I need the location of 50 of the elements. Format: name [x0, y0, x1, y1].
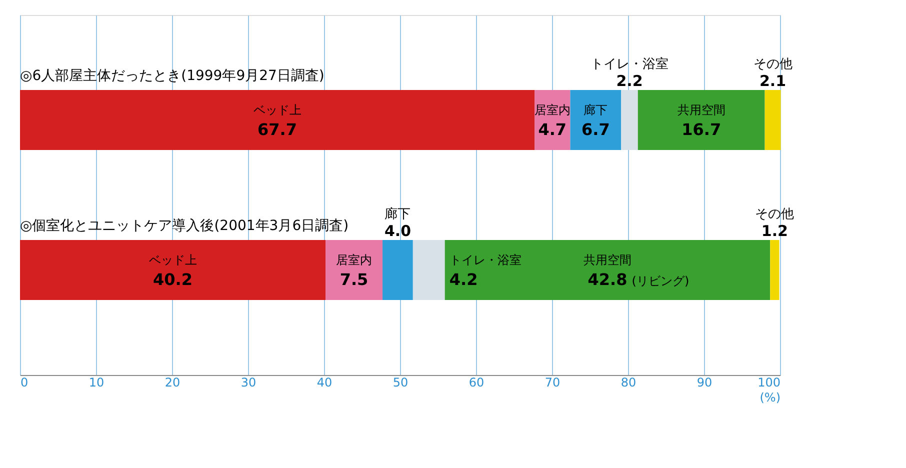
data-label: 4.2: [449, 270, 478, 289]
text: 居室内: [336, 253, 372, 267]
data-label: 7.5: [340, 270, 368, 289]
x-tick-label: 80: [620, 376, 636, 390]
data-label: 6.7: [582, 120, 610, 139]
x-tick-label: 10: [88, 376, 104, 390]
bar: [764, 90, 781, 150]
text: トイレ・浴室: [590, 57, 669, 72]
x-tick-label: 100: [758, 376, 780, 390]
bar: [770, 240, 780, 300]
series-label: トイレ・浴室: [449, 253, 522, 267]
text: ベッド上: [148, 253, 197, 267]
bar: [621, 90, 638, 150]
bar: [412, 240, 445, 300]
text: 廊下: [384, 207, 411, 222]
series-label: 共用空間: [677, 103, 726, 117]
bar: [326, 240, 383, 300]
bar: [444, 240, 770, 300]
data-label: 42.8: [588, 270, 628, 289]
data-label: 16.7: [682, 120, 722, 139]
data-label: 4.7: [538, 120, 567, 139]
x-tick-label: 20: [164, 376, 180, 390]
data-label: 67.7: [258, 120, 297, 139]
bar: [20, 240, 326, 300]
series-label: 居室内: [534, 103, 570, 117]
bar: [638, 90, 765, 150]
data-label: 2.1: [759, 72, 786, 90]
y-tick-label: ◎6人部屋主体だったとき(1999年9月27日調査): [20, 68, 324, 84]
text: 共用空間: [583, 253, 632, 267]
bar: [20, 90, 535, 150]
bar: [570, 90, 622, 150]
text: その他: [755, 207, 794, 222]
series-label: ベッド上: [253, 103, 302, 117]
x-tick-label: 40: [316, 376, 332, 390]
x-tick-label: 90: [696, 376, 712, 390]
bar: [382, 240, 413, 300]
x-tick-label: 70: [544, 376, 560, 390]
x-axis-title: (%): [760, 390, 780, 404]
data-label: 4.0: [384, 222, 412, 240]
series-label: その他: [753, 57, 792, 72]
y-tick-label: ◎個室化とユニットケア導入後(2001年3月6日調査): [20, 218, 349, 234]
x-tick-label: 60: [468, 376, 484, 390]
annotation: (リビング): [632, 274, 690, 288]
data-label: 2.2: [616, 72, 643, 90]
series-label: 廊下: [584, 103, 608, 117]
data-label: 40.2: [153, 270, 192, 289]
data-label: 1.2: [761, 222, 788, 240]
x-tick-label: 30: [240, 376, 256, 390]
x-tick-label: 50: [392, 376, 408, 390]
x-tick-label: 0: [20, 376, 28, 390]
